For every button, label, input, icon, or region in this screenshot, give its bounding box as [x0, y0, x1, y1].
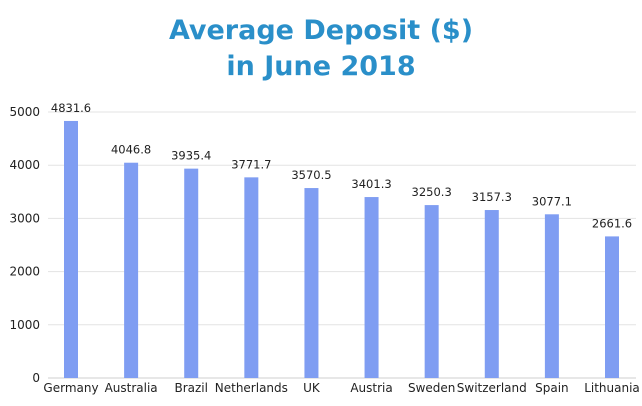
y-axis: 0 1000 2000 3000 4000 5000 [9, 105, 636, 385]
y-tick-label: 4000 [9, 158, 40, 172]
chart-title-line-1: Average Deposit ($) [168, 15, 474, 46]
x-category-label: Spain [535, 381, 569, 395]
bars [64, 120, 619, 379]
bar-uk [304, 188, 319, 378]
data-label: 3771.7 [231, 157, 271, 171]
data-labels: 4831.6 4046.8 3935.4 3771.7 3570.5 3401.3 3250… [51, 101, 632, 230]
chart-title-line-2: in June 2018 [226, 51, 416, 82]
bar-germany [64, 120, 78, 379]
bar-lithuania [605, 236, 619, 378]
y-tick-label: 1000 [9, 318, 40, 332]
bar-australia [124, 162, 139, 378]
gridlines [48, 111, 636, 326]
data-label: 3077.1 [532, 194, 572, 208]
data-label: 4831.6 [51, 101, 91, 115]
x-category-label: Australia [105, 381, 158, 395]
x-category-label: Switzerland [457, 381, 527, 395]
data-label: 2661.6 [592, 216, 632, 230]
data-label: 3401.3 [351, 177, 391, 191]
y-tick-label: 5000 [9, 105, 40, 119]
data-label: 3250.3 [412, 185, 452, 199]
x-category-label: UK [303, 381, 321, 395]
bar-brazil [184, 168, 199, 378]
x-category-label: Sweden [408, 381, 455, 395]
data-label: 3935.4 [171, 149, 211, 163]
x-category-label: Germany [43, 381, 98, 395]
y-tick-label: 0 [32, 371, 40, 385]
data-label: 3570.5 [291, 168, 331, 182]
bar-austria [364, 197, 379, 378]
data-label: 3157.3 [472, 190, 512, 204]
bar-sweden [424, 205, 439, 378]
x-category-label: Lithuania [584, 381, 640, 395]
x-category-label: Austria [350, 381, 392, 395]
y-tick-label: 2000 [9, 265, 40, 279]
x-axis-labels: Germany Australia Brazil Netherlands UK Austr… [43, 381, 639, 395]
y-tick-label: 3000 [9, 211, 40, 225]
bar-spain [544, 214, 559, 378]
bar-switzerland [484, 210, 499, 378]
data-label: 4046.8 [111, 143, 151, 157]
bar-netherlands [244, 177, 259, 378]
x-category-label: Brazil [174, 381, 208, 395]
x-category-label: Netherlands [215, 381, 288, 395]
